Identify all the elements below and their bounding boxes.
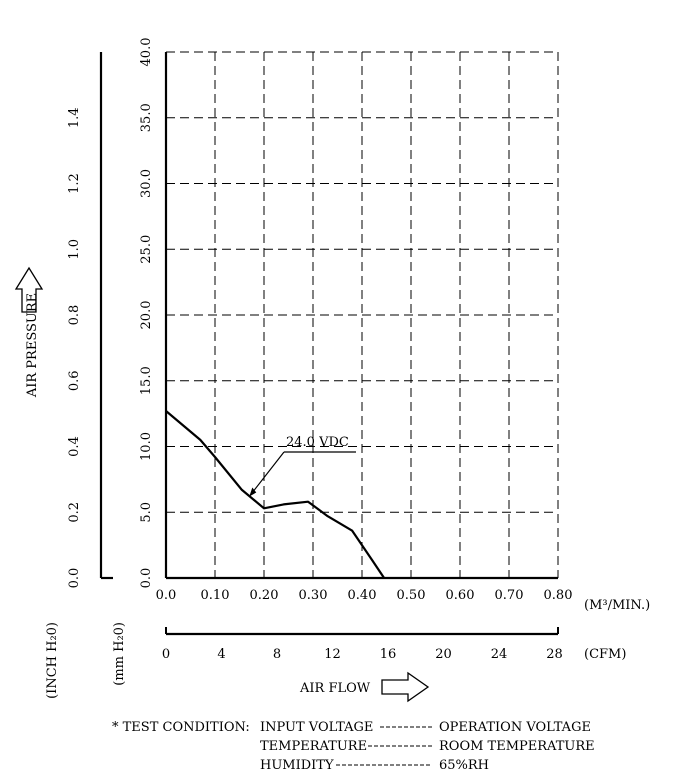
test-condition: * TEST CONDITION: INPUT VOLTAGE OPERATIO… xyxy=(112,720,595,773)
y-tick-label-mm: 10.0 xyxy=(139,432,154,461)
x-tick-label: 0.80 xyxy=(544,588,573,603)
up-arrow-icon xyxy=(14,266,44,313)
x-tick-label: 0.40 xyxy=(348,588,377,603)
x-tick-label: 0.70 xyxy=(495,588,524,603)
y-tick-label-inch: 0.2 xyxy=(67,502,82,523)
x-tick-label: 0.20 xyxy=(250,588,279,603)
cfm-tick-label: 8 xyxy=(273,647,281,662)
test-value-room-temperature: ROOM TEMPERATURE xyxy=(439,739,595,754)
test-value-humidity: 65%RH xyxy=(439,758,489,773)
series-line-24vdc xyxy=(165,410,386,579)
axes xyxy=(99,52,559,636)
y-tick-label-inch: 0.0 xyxy=(67,568,82,589)
y-tick-label-mm: 20.0 xyxy=(139,301,154,330)
cfm-tick-label: 20 xyxy=(435,647,452,662)
x-tick-label: 0.10 xyxy=(201,588,230,603)
grid xyxy=(166,51,559,578)
x-tick-label: 0.60 xyxy=(446,588,475,603)
x-unit-top: (M³/MIN.) xyxy=(584,598,650,613)
test-param-input-voltage: INPUT VOLTAGE xyxy=(260,720,373,735)
y-tick-label-mm: 35.0 xyxy=(139,103,154,132)
cfm-tick-label: 0 xyxy=(162,647,170,662)
y-tick-label-mm: 0.0 xyxy=(139,568,154,589)
y-tick-label-mm: 15.0 xyxy=(139,366,154,395)
y-tick-label-inch: 1.4 xyxy=(67,107,82,128)
annotation-arrowhead xyxy=(249,487,257,497)
y-axis-label: AIR PRESSURE xyxy=(25,293,40,398)
test-condition-heading: * TEST CONDITION: xyxy=(112,720,250,735)
cfm-tick-label: 16 xyxy=(380,647,397,662)
series-label-24vdc: 24.0 VDC xyxy=(286,435,349,450)
y-tick-label-inch: 0.8 xyxy=(67,305,82,326)
cfm-tick-label: 4 xyxy=(217,647,225,662)
y-tick-label-mm: 30.0 xyxy=(139,169,154,198)
cfm-tick-label: 24 xyxy=(491,647,508,662)
annotation-leader xyxy=(248,451,285,497)
test-param-temperature: TEMPERATURE xyxy=(260,739,367,754)
y-tick-label-mm: 40.0 xyxy=(139,38,154,67)
x-tick-label: 0.0 xyxy=(156,588,177,603)
y-tick-label-mm: 5.0 xyxy=(139,502,154,523)
y-unit-inch: (INCH H₂0) xyxy=(45,622,60,699)
right-arrow-icon xyxy=(381,671,430,703)
cfm-tick-label: 28 xyxy=(546,647,563,662)
series-layer: 24.0 VDC xyxy=(165,410,386,579)
cfm-tick-label: 12 xyxy=(324,647,341,662)
x-unit-bottom: (CFM) xyxy=(584,647,626,662)
y-tick-label-inch: 1.2 xyxy=(67,173,82,194)
test-value-operation-voltage: OPERATION VOLTAGE xyxy=(439,720,591,735)
x-tick-label: 0.50 xyxy=(397,588,426,603)
x-tick-label: 0.30 xyxy=(299,588,328,603)
y-unit-mm: (mm H₂0) xyxy=(112,622,127,686)
y-tick-label-inch: 1.0 xyxy=(67,239,82,260)
tick-labels: 0.0 0.10 0.20 0.30 0.40 0.50 0.60 0.70 0.80 0 4 8 12… xyxy=(67,38,572,662)
y-tick-label-mm: 25.0 xyxy=(139,235,154,264)
y-tick-label-inch: 0.6 xyxy=(67,370,82,391)
test-param-humidity: HUMIDITY xyxy=(260,758,334,773)
y-tick-label-inch: 0.4 xyxy=(67,436,82,457)
x-axis-label: AIR FLOW xyxy=(299,681,371,696)
